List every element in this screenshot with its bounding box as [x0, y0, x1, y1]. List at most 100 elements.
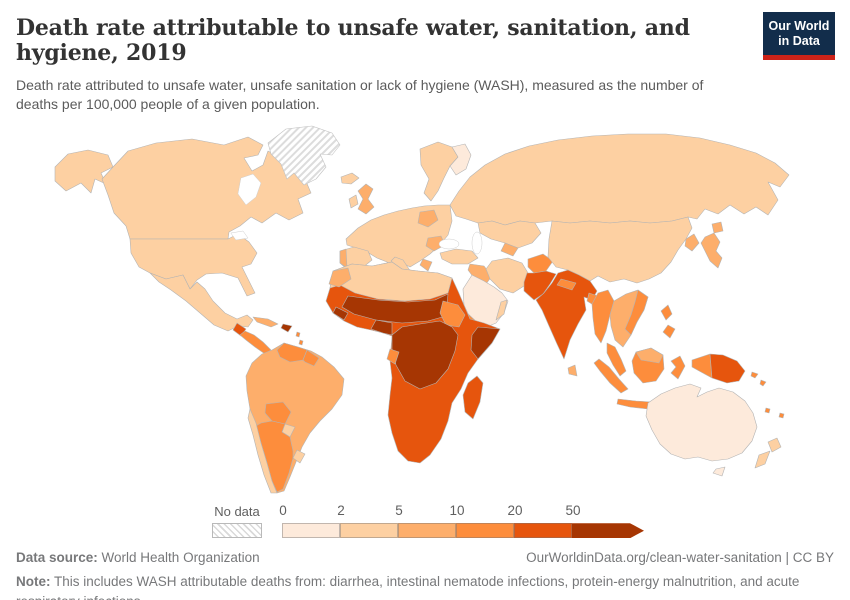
region-myanmar[interactable] — [591, 289, 615, 344]
region-central-asia[interactable] — [477, 220, 542, 249]
legend-color-scale: 0 2 5 10 20 50 — [279, 503, 645, 539]
region-philippines[interactable] — [660, 304, 673, 321]
region-saudi-arabia[interactable] — [462, 274, 509, 330]
region-philippines[interactable] — [662, 324, 676, 339]
region-java[interactable] — [616, 398, 653, 410]
region-sumatra[interactable] — [593, 358, 629, 394]
region-poland[interactable] — [417, 209, 439, 228]
region-new-zealand[interactable] — [767, 437, 782, 453]
note-text: This includes WASH attributable deaths f… — [16, 574, 800, 600]
data-source-label: Data source: — [16, 550, 98, 566]
no-data-swatch — [212, 523, 262, 539]
legend-tick-1: 2 — [337, 503, 345, 519]
caspian-sea — [471, 231, 483, 255]
legend-bin-0[interactable]: 0 — [279, 503, 341, 539]
black-sea — [438, 238, 460, 250]
region-sudan[interactable] — [439, 300, 466, 328]
region-west-africa[interactable] — [332, 306, 349, 321]
chart-footer: Data source: World Health Organization O… — [0, 550, 850, 600]
owid-logo-accent-bar — [763, 55, 835, 60]
legend-bin-5[interactable]: 50 — [565, 503, 645, 539]
region-united-kingdom[interactable] — [357, 183, 375, 215]
region-chile[interactable] — [247, 408, 278, 494]
legend-bin-2[interactable]: 5 — [395, 503, 457, 539]
chart-header: Death rate attributable to unsafe water,… — [0, 0, 850, 114]
region-gabon[interactable] — [386, 348, 400, 365]
region-south-korea[interactable] — [684, 233, 700, 252]
region-cuba[interactable] — [252, 316, 279, 328]
region-papua-new-guinea[interactable] — [709, 353, 746, 384]
region-new-zealand[interactable] — [754, 450, 771, 469]
region-tasmania[interactable] — [712, 466, 726, 477]
legend-swatch-0 — [282, 523, 340, 539]
region-romania[interactable] — [425, 235, 446, 252]
region-ireland[interactable] — [348, 194, 359, 209]
region-iran[interactable] — [485, 257, 529, 294]
region-portugal[interactable] — [339, 248, 348, 269]
region-west-papua[interactable] — [691, 353, 713, 379]
region-somalia[interactable] — [470, 326, 501, 360]
region-greenland-no-data[interactable] — [267, 125, 341, 186]
page-title: Death rate attributable to unsafe water,… — [16, 15, 690, 67]
region-lesser-antilles[interactable] — [295, 331, 304, 346]
region-guianas[interactable] — [302, 349, 320, 367]
legend-tick-0: 0 — [279, 503, 287, 519]
region-south-america[interactable] — [245, 342, 345, 494]
owid-logo-box: Our World in Data — [763, 12, 835, 55]
region-india[interactable] — [535, 269, 598, 360]
region-australia[interactable] — [645, 383, 758, 462]
note-label: Note: — [16, 574, 51, 590]
region-nigeria[interactable] — [370, 319, 393, 336]
legend-tick-2: 5 — [395, 503, 403, 519]
region-mexico[interactable] — [149, 272, 254, 332]
region-alaska[interactable] — [54, 149, 114, 194]
region-japan[interactable] — [711, 221, 724, 234]
region-greece[interactable] — [419, 258, 433, 272]
region-iceland[interactable] — [340, 172, 360, 185]
region-north-africa[interactable] — [329, 261, 453, 302]
region-oman[interactable] — [495, 299, 508, 321]
region-uzbekistan[interactable] — [500, 242, 519, 257]
region-pakistan[interactable] — [523, 270, 557, 301]
region-nepal[interactable] — [556, 278, 577, 291]
region-malay-peninsula[interactable] — [606, 342, 627, 377]
region-pacific-islands[interactable] — [764, 407, 785, 419]
region-central-america[interactable] — [239, 330, 272, 355]
chart-subtitle: Death rate attributed to unsafe water, u… — [16, 76, 704, 112]
region-uruguay[interactable] — [292, 449, 306, 464]
world-map-svg — [54, 125, 790, 494]
region-malaysia-borneo[interactable] — [635, 347, 664, 364]
region-scandinavia[interactable] — [419, 141, 459, 202]
region-solomon-islands[interactable] — [750, 371, 767, 387]
map-legend: No data 0 2 5 10 20 — [0, 498, 850, 539]
region-vietnam[interactable] — [624, 289, 649, 336]
legend-bin-1[interactable]: 2 — [337, 503, 399, 539]
legend-swatch-4 — [514, 523, 572, 539]
region-finland[interactable] — [449, 143, 472, 176]
legend-bin-4[interactable]: 20 — [507, 503, 573, 539]
legend-no-data[interactable]: No data — [212, 504, 262, 539]
region-venezuela[interactable] — [276, 342, 308, 363]
owid-logo[interactable]: Our World in Data — [763, 12, 835, 60]
region-japan[interactable] — [700, 232, 723, 269]
region-sahel[interactable] — [341, 293, 449, 324]
region-sulawesi[interactable] — [670, 355, 686, 380]
region-central-africa[interactable] — [391, 320, 459, 390]
region-russia[interactable] — [449, 133, 790, 226]
owid-logo-line2: in Data — [778, 34, 820, 48]
world-map — [0, 121, 850, 496]
chart-note: Note: This includes WASH attributable de… — [16, 572, 834, 600]
legend-tick-4: 20 — [507, 503, 523, 519]
legend-tick-5: 50 — [565, 503, 581, 519]
region-madagascar[interactable] — [462, 375, 484, 420]
region-sri-lanka[interactable] — [567, 364, 578, 377]
data-source: Data source: World Health Organization — [16, 550, 260, 565]
region-morocco[interactable] — [328, 267, 352, 288]
legend-swatch-5-arrow — [572, 523, 644, 539]
data-source-value: World Health Organization — [97, 550, 260, 566]
legend-bin-3[interactable]: 10 — [449, 503, 515, 539]
region-turkey[interactable] — [439, 248, 479, 265]
owid-url-link[interactable]: OurWorldinData.org/clean-water-sanitatio… — [526, 550, 834, 566]
region-hispaniola[interactable] — [280, 323, 293, 333]
